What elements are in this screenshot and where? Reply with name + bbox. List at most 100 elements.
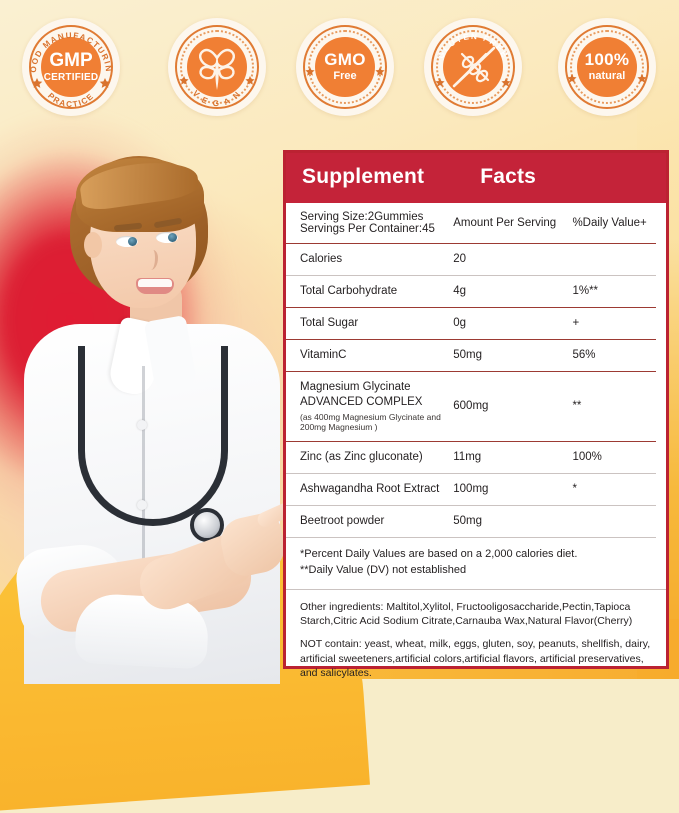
star-icon	[305, 67, 315, 76]
daily-value: 56%	[572, 349, 596, 362]
badge-gmp-certified: GOOD MANUFACTURING PRACTICE GMP CERTIFIE…	[22, 18, 120, 116]
nutrient-name: VitaminC	[300, 348, 347, 361]
amount-value: 4g	[453, 285, 467, 298]
badge-ring-dotted	[436, 30, 510, 104]
badge-fill	[577, 37, 637, 97]
daily-value	[572, 505, 656, 537]
table-row: Ashwagandha Root Extract 100mg *	[286, 473, 656, 506]
nose	[146, 250, 158, 270]
daily-value	[572, 244, 656, 276]
gmp-arc-text-svg: GOOD MANUFACTURING PRACTICE	[22, 18, 112, 109]
gluten-free-svg: GLUTEN FREE	[435, 32, 511, 88]
gmo-stars-svg	[305, 67, 385, 76]
daily-value: **	[572, 400, 582, 413]
amount-value: 600mg	[453, 400, 489, 413]
star-icon	[245, 76, 255, 85]
wheat-slash-icon	[452, 46, 496, 88]
nutrient-name-cell: VitaminC	[286, 339, 453, 371]
badge-ring-outer	[175, 25, 259, 109]
natural-line2: natural	[588, 70, 626, 83]
table-header-row: Serving Size:2Gummies Servings Per Contai…	[286, 203, 656, 244]
star-icon	[179, 76, 189, 85]
serving-size-cell: Serving Size:2Gummies Servings Per Contai…	[286, 203, 453, 244]
table-row: Calories 20	[286, 244, 656, 276]
gmp-line2: CERTIFIED	[43, 72, 99, 83]
nutrient-name-cell: Magnesium Glycinate ADVANCED COMPLEX (as 4…	[286, 371, 453, 441]
nutrient-name: Calories	[300, 253, 343, 265]
supplement-facts-table: Serving Size:2Gummies Servings Per Contai…	[286, 203, 656, 538]
gmo-center-label: GMO Free	[296, 18, 394, 116]
amount-value: 20	[453, 253, 467, 266]
star-icon	[637, 74, 647, 83]
badge-fill	[41, 37, 101, 97]
nutrient-name: Total Sugar	[300, 316, 359, 329]
supplement-facts-table-body: Serving Size:2Gummies Servings Per Contai…	[286, 203, 656, 538]
nutrient-name: Total Carbohydrate	[300, 284, 398, 297]
amount-value: 0g	[453, 317, 467, 330]
eye-right	[156, 232, 178, 243]
daily-value: +	[572, 317, 580, 330]
vegan-arc-text: V E G A N	[191, 89, 243, 108]
badge-vegan: V E G A N	[168, 18, 266, 116]
gmo-line2: Free	[333, 70, 357, 83]
nutrient-name-cell: Total Sugar	[286, 307, 453, 339]
serving-size-label: Serving Size:2Gummies	[300, 211, 424, 223]
certification-badges: GOOD MANUFACTURING PRACTICE GMP CERTIFIE…	[0, 18, 679, 118]
amount-per-serving-header: Amount Per Serving	[453, 217, 557, 229]
supplement-facts-header: Supplement Facts	[286, 153, 666, 203]
badge-ring-dotted	[570, 30, 644, 104]
table-row: Beetroot powder 50mg	[286, 505, 656, 538]
footnote-dv-not-established: **Daily Value (DV) not established	[300, 563, 467, 576]
star-icon	[501, 78, 511, 87]
star-icon	[31, 78, 43, 88]
table-row: VitaminC 50mg 56%	[286, 339, 656, 372]
badge-gmo-free: GMO Free	[296, 18, 394, 116]
amount-value: 100mg	[453, 483, 489, 496]
star-icon	[435, 78, 445, 87]
gmo-line1: GMO	[324, 50, 366, 70]
other-ingredients-text: Other ingredients: Maltitol,Xylitol, Fru…	[300, 600, 633, 628]
table-row: Total Carbohydrate 4g 1%**	[286, 275, 656, 308]
footnotes: *Percent Daily Values are based on a 2,0…	[286, 538, 666, 590]
badge-100-natural: 100% natural	[558, 18, 656, 116]
footnote-percent-dv: *Percent Daily Values are based on a 2,0…	[300, 547, 578, 560]
badge-gluten-free: GLUTEN FREE	[424, 18, 522, 116]
doctor-photo	[13, 128, 311, 684]
natural-line1: 100%	[584, 50, 630, 70]
facts-title-facts: Facts	[480, 165, 537, 188]
nutrient-name: Zinc (as Zinc gluconate)	[300, 450, 423, 463]
not-contain-text: NOT contain: yeast, wheat, milk, eggs, g…	[300, 637, 651, 680]
table-row: Zinc (as Zinc gluconate) 11mg 100%	[286, 441, 656, 474]
iris-left	[128, 237, 137, 246]
amount-value: 50mg	[453, 349, 483, 362]
nutrient-source-note: (as 400mg Magnesium Glycinate and 200mg …	[300, 411, 441, 433]
eye-left	[116, 236, 138, 247]
star-icon	[375, 67, 385, 76]
iris-right	[168, 233, 177, 242]
natural-stars-svg	[567, 74, 647, 83]
nutrient-name: Beetroot powder	[300, 514, 385, 527]
badge-ring-dotted	[180, 30, 254, 104]
ear	[84, 232, 102, 258]
star-icon	[567, 74, 577, 83]
daily-value: 1%**	[572, 285, 599, 298]
leaf-icon	[199, 48, 235, 90]
nutrient-name-cell: Beetroot powder	[286, 505, 453, 537]
stethoscope-tube	[78, 346, 228, 526]
amount-value: 11mg	[453, 451, 482, 464]
gluten-arc-text: GLUTEN FREE	[436, 32, 510, 60]
badge-fill	[315, 37, 375, 97]
supplement-facts-table-wrapper: Serving Size:2Gummies Servings Per Contai…	[286, 203, 666, 538]
badge-ring-outer	[303, 25, 387, 109]
star-icon	[99, 78, 111, 88]
badge-ring-outer	[431, 25, 515, 109]
daily-value: 100%	[572, 451, 602, 464]
vegan-svg: V E G A N	[179, 48, 255, 108]
coat-sleeve-right	[74, 592, 210, 670]
daily-value: *	[572, 483, 577, 496]
table-row: Magnesium Glycinate ADVANCED COMPLEX (as 4…	[286, 371, 656, 442]
nutrient-name: Magnesium Glycinate ADVANCED COMPLEX	[300, 380, 423, 408]
supplement-facts-panel: Supplement Facts Serving Size:2Gummies Se…	[283, 150, 669, 679]
teeth	[138, 279, 172, 287]
facts-title-supplement: Supplement	[302, 165, 425, 188]
